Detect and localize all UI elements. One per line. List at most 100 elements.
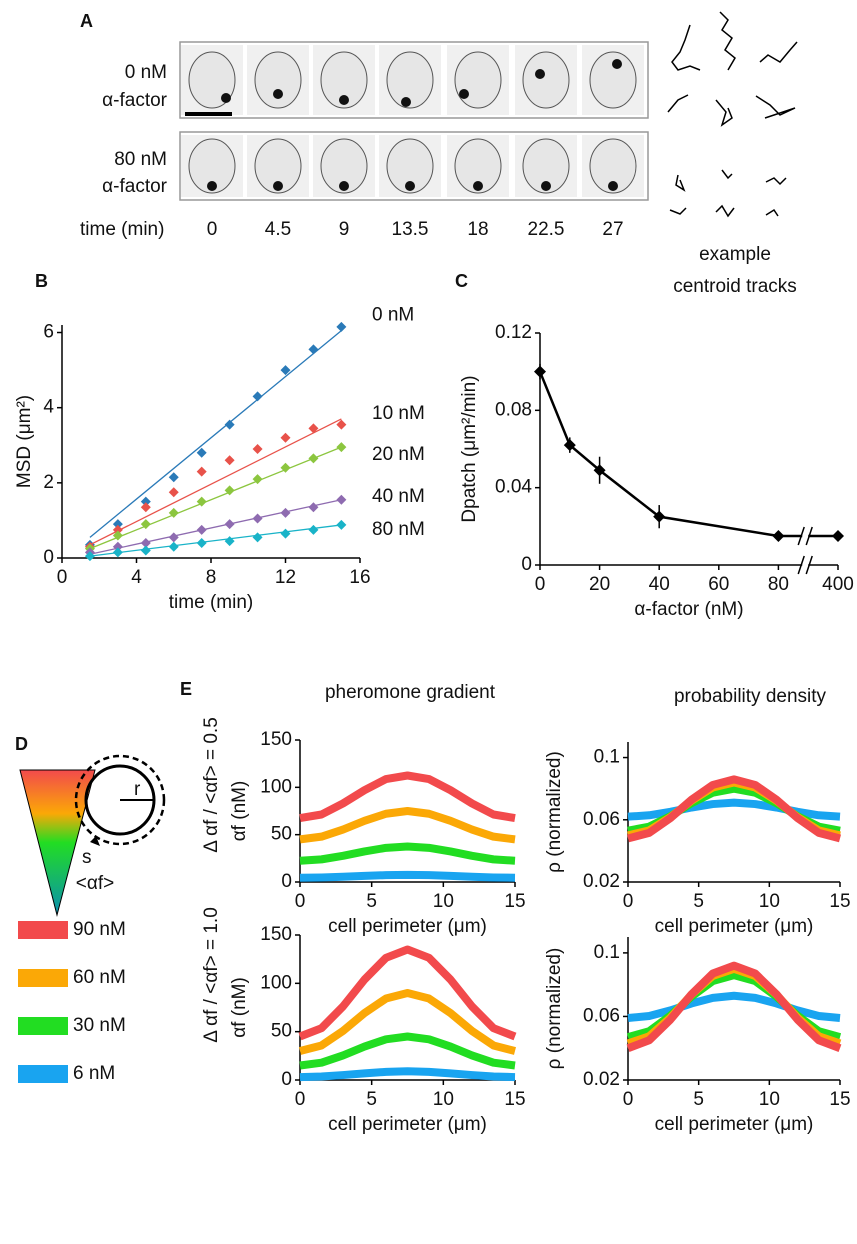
y-tick-label: 0.06 <box>583 809 620 830</box>
legend-swatch <box>18 921 68 939</box>
x-tick-label: 15 <box>504 1089 525 1110</box>
tracks-caption: centroid tracks <box>673 276 797 297</box>
y-tick-label: 50 <box>271 1021 292 1042</box>
arc-label: s <box>82 847 92 868</box>
time-value: 4.5 <box>265 219 291 240</box>
x-tick-label: 20 <box>589 574 610 595</box>
y-tick-label: 2 <box>43 472 54 493</box>
data-point <box>832 530 844 542</box>
patch <box>612 59 622 69</box>
cell <box>522 138 570 194</box>
patch <box>273 181 283 191</box>
y-tick-label: 0.06 <box>583 1005 620 1026</box>
data-point <box>336 419 347 430</box>
y-tick-label: 0.1 <box>594 747 620 768</box>
data-point <box>252 532 263 543</box>
cell <box>188 138 236 194</box>
time-value: 9 <box>339 219 350 240</box>
curve <box>538 371 838 538</box>
x-axis-label: cell perimeter (μm) <box>655 916 814 937</box>
series-label: 40 nM <box>372 486 425 507</box>
curve <box>299 807 516 844</box>
x-tick-label: 10 <box>759 891 780 912</box>
tracks-caption: example <box>699 244 771 265</box>
data-point <box>196 496 207 507</box>
data-point <box>534 365 546 378</box>
data-point <box>280 462 291 473</box>
x-tick-label: 0 <box>57 567 68 588</box>
data-point <box>252 474 263 485</box>
cell <box>320 138 368 194</box>
patch <box>401 97 411 107</box>
x-axis-label: cell perimeter (μm) <box>328 1114 487 1135</box>
x-tick-label: 5 <box>366 891 377 912</box>
curve <box>627 798 841 821</box>
patch <box>339 181 349 191</box>
gradient-icon <box>19 754 166 917</box>
cell <box>589 138 637 194</box>
x-tick-label: 15 <box>829 1089 850 1110</box>
patch <box>221 93 231 103</box>
panel-letter: B <box>35 271 48 291</box>
data-point <box>140 537 151 548</box>
centroid-tracks <box>667 11 798 218</box>
line-break <box>805 526 813 546</box>
data-point <box>336 321 347 332</box>
y-tick-label: 0 <box>281 1069 292 1090</box>
data-point <box>772 530 785 542</box>
x-tick-label: 12 <box>275 567 296 588</box>
x-tick-label: 5 <box>693 1089 704 1110</box>
data-point <box>252 513 263 524</box>
curve <box>299 870 516 882</box>
x-tick-label: 15 <box>504 891 525 912</box>
axis-break <box>797 555 805 575</box>
column-title: probability density <box>674 686 827 707</box>
data-point <box>280 432 291 443</box>
data-point <box>112 519 123 530</box>
cell <box>386 51 434 109</box>
x-tick-label: 0 <box>295 1089 306 1110</box>
y-tick-label: 0.02 <box>583 871 620 892</box>
curve <box>299 1067 516 1082</box>
data-point <box>308 423 319 434</box>
data-point <box>196 466 207 477</box>
curve <box>299 1032 516 1070</box>
legend-title: <αf> <box>76 873 114 894</box>
cell <box>386 138 434 194</box>
y-tick-label: 150 <box>260 729 292 750</box>
series-label: 10 nM <box>372 403 425 424</box>
patch <box>405 181 415 191</box>
x-tick-label: 5 <box>366 1089 377 1110</box>
data-point <box>168 472 179 483</box>
x-tick-label: 4 <box>131 567 142 588</box>
data-point <box>252 391 263 402</box>
y-tick-label: 100 <box>260 972 292 993</box>
curve <box>299 989 516 1055</box>
data-point <box>308 502 319 513</box>
data-point <box>196 537 207 548</box>
data-point <box>196 447 207 458</box>
y-tick-label: 6 <box>43 322 54 343</box>
cell <box>589 51 637 109</box>
data-point <box>308 524 319 535</box>
row-label: 80 nM <box>114 149 167 170</box>
data-point <box>224 419 235 430</box>
data-point <box>112 530 123 541</box>
x-tick-label: 0 <box>295 891 306 912</box>
patch <box>535 69 545 79</box>
x-tick-label: 10 <box>433 1089 454 1110</box>
y-tick-label: 0.12 <box>495 322 532 343</box>
cell <box>320 51 368 109</box>
x-axis-label: α-factor (nM) <box>634 599 743 620</box>
curve <box>626 775 842 843</box>
series-label: 80 nM <box>372 519 425 540</box>
axis-break <box>805 555 813 575</box>
time-value: 22.5 <box>528 219 565 240</box>
data-point <box>140 496 151 507</box>
data-point <box>140 502 151 513</box>
legend-label: 90 nM <box>73 919 126 940</box>
time-label: time (min) <box>80 219 164 240</box>
data-point <box>140 545 151 556</box>
legend-label: 30 nM <box>73 1015 126 1036</box>
